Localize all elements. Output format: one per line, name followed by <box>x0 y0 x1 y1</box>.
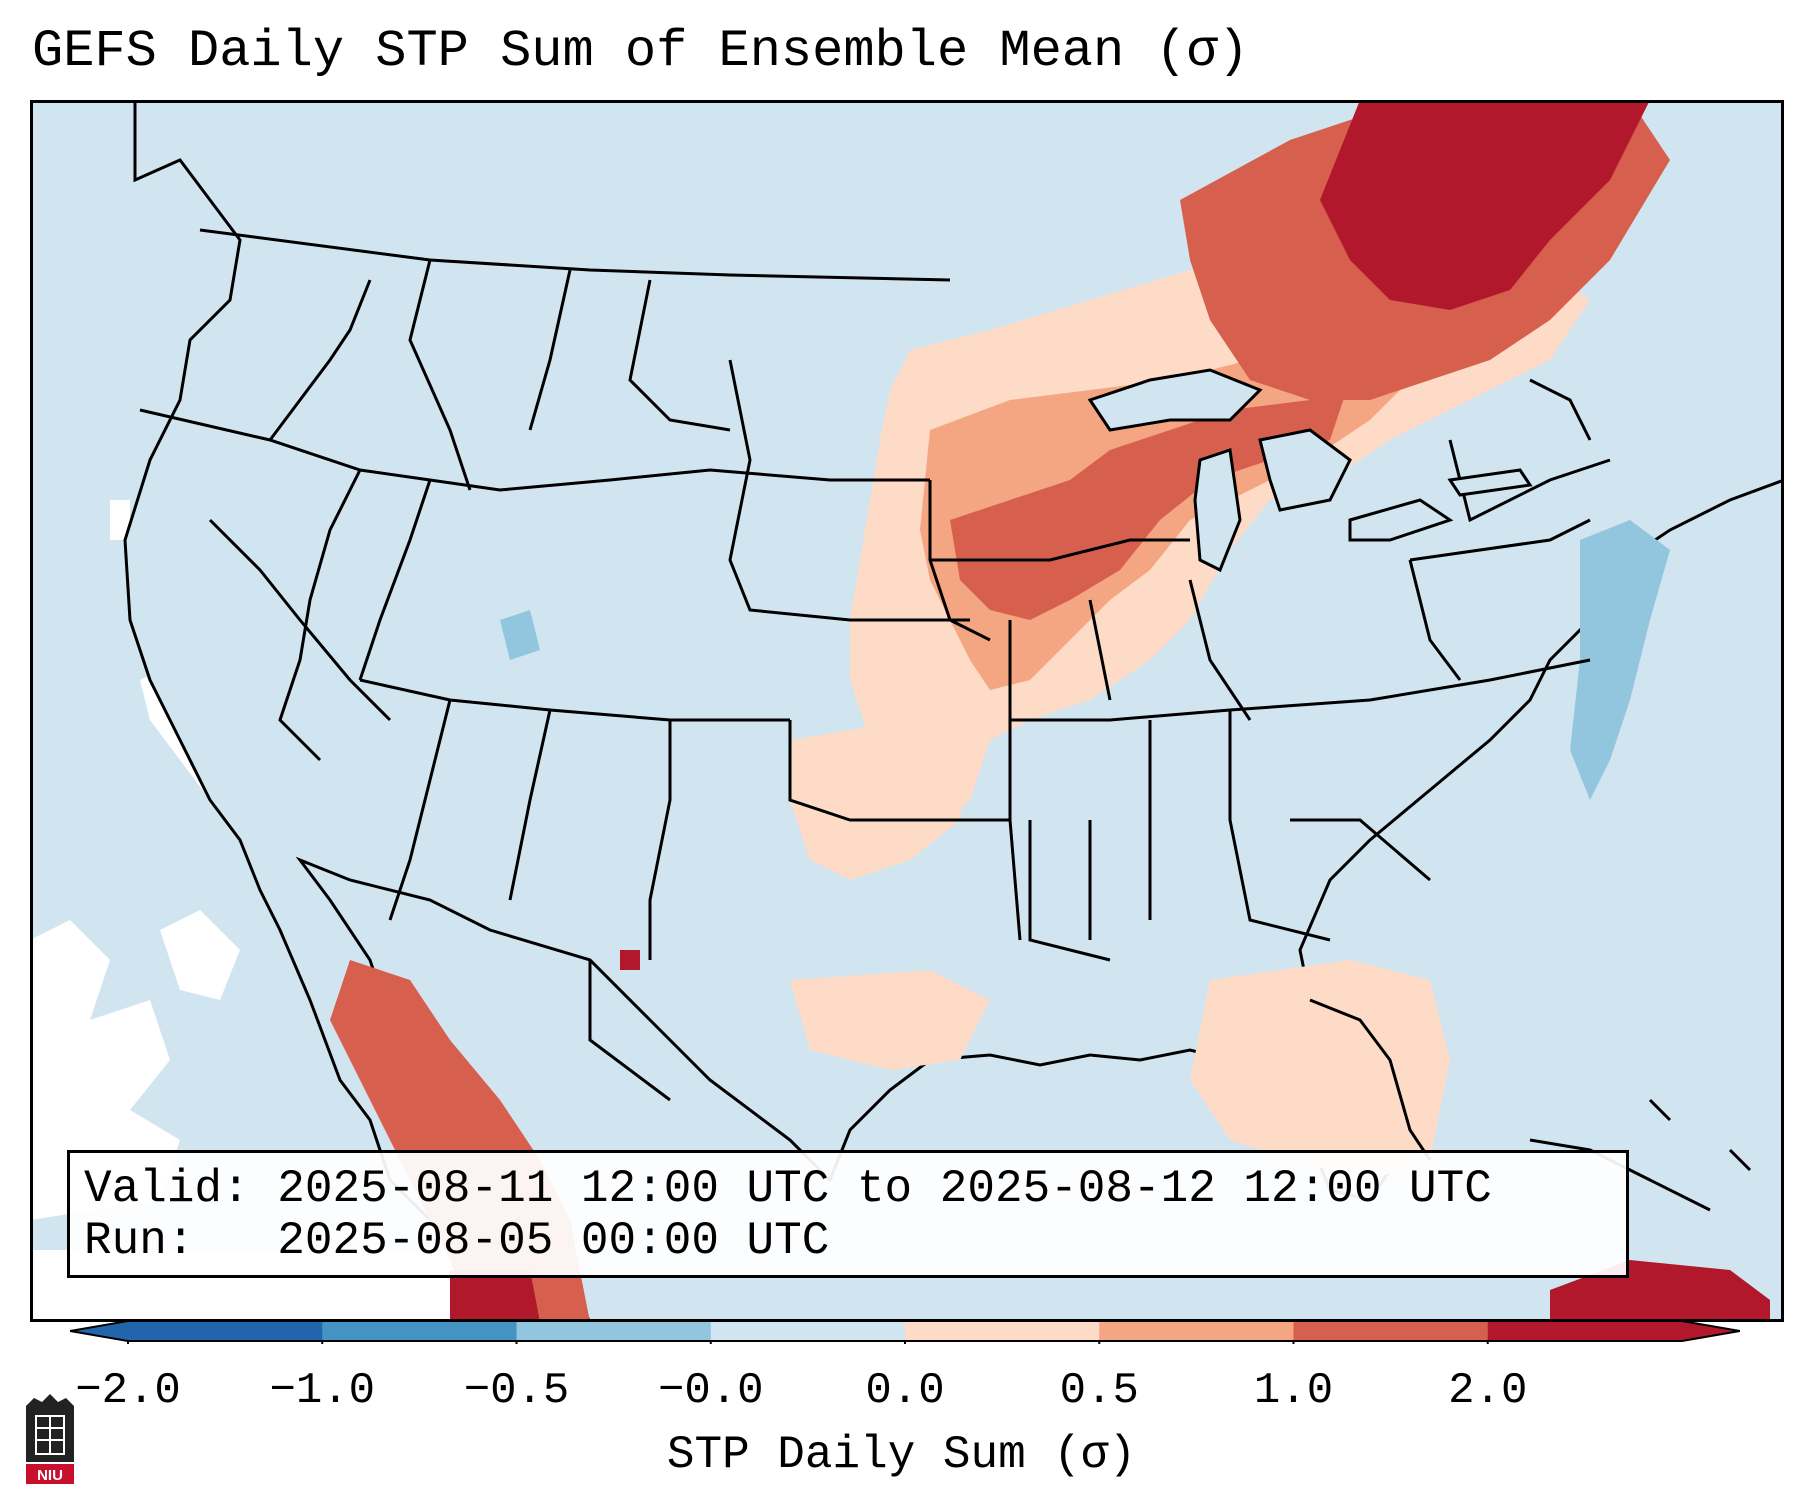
colorbar-segment <box>516 1321 712 1341</box>
colorbar-segment <box>322 1321 517 1341</box>
state-boundaries <box>139 228 1611 1102</box>
valid-label: Valid: <box>84 1163 250 1215</box>
colorbar-label: STP Daily Sum (σ) <box>666 1429 1137 1481</box>
colorbar-segment <box>905 1321 1100 1341</box>
run-label: Run: <box>84 1215 195 1267</box>
stp-anomaly-map <box>30 100 1784 1322</box>
anomaly-ontario-core <box>1320 100 1650 310</box>
colorbar <box>70 1320 1740 1344</box>
colorbar-tick-label: 1.0 <box>1253 1366 1334 1416</box>
niu-logo: NIU <box>26 1394 74 1484</box>
great-lakes <box>1087 368 1533 573</box>
valid-line: Valid: 2025-08-11 12:00 UTC to 2025-08-1… <box>84 1163 1492 1215</box>
run-line: Run: 2025-08-05 00:00 UTC <box>84 1215 829 1267</box>
colorbar-tick-label: 0.5 <box>1059 1366 1139 1416</box>
colorbar-segment <box>710 1321 906 1341</box>
colorbar-tick-label: −1.0 <box>269 1366 376 1416</box>
valid-time-box: Valid: 2025-08-11 12:00 UTC to 2025-08-1… <box>67 1150 1629 1278</box>
anomaly-colorado-negative <box>500 610 540 660</box>
run-value: 2025-08-05 00:00 UTC <box>277 1215 830 1267</box>
colorbar-extend-high <box>1682 1321 1740 1341</box>
colorbar-tick-label: −0.5 <box>463 1366 570 1416</box>
anomaly-mid-atlantic-negative <box>1570 520 1670 800</box>
colorbar-segment <box>1293 1321 1489 1341</box>
valid-value: 2025-08-11 12:00 UTC to 2025-08-12 12:00… <box>277 1163 1492 1215</box>
colorbar-segment <box>1487 1321 1683 1341</box>
colorbar-tick-label: −0.0 <box>657 1366 764 1416</box>
anomaly-plains-light <box>790 720 970 880</box>
colorbar-tick-label: 0.0 <box>865 1366 945 1416</box>
colorbar-tick-label: 2.0 <box>1448 1366 1528 1416</box>
anomaly-texas-light <box>790 970 990 1070</box>
anomaly-mexico-core <box>450 1270 540 1322</box>
colorbar-segment <box>128 1321 323 1341</box>
colorbar-tick-label: −2.0 <box>75 1366 181 1416</box>
anomaly-texas-panhandle <box>620 950 640 970</box>
colorbar-extend-low <box>70 1321 128 1341</box>
colorbar-segment <box>1099 1321 1294 1341</box>
chart-title: GEFS Daily STP Sum of Ensemble Mean (σ) <box>32 22 1249 81</box>
anomaly-gulf-coast-light <box>1190 960 1450 1180</box>
logo-text: NIU <box>37 1467 63 1484</box>
